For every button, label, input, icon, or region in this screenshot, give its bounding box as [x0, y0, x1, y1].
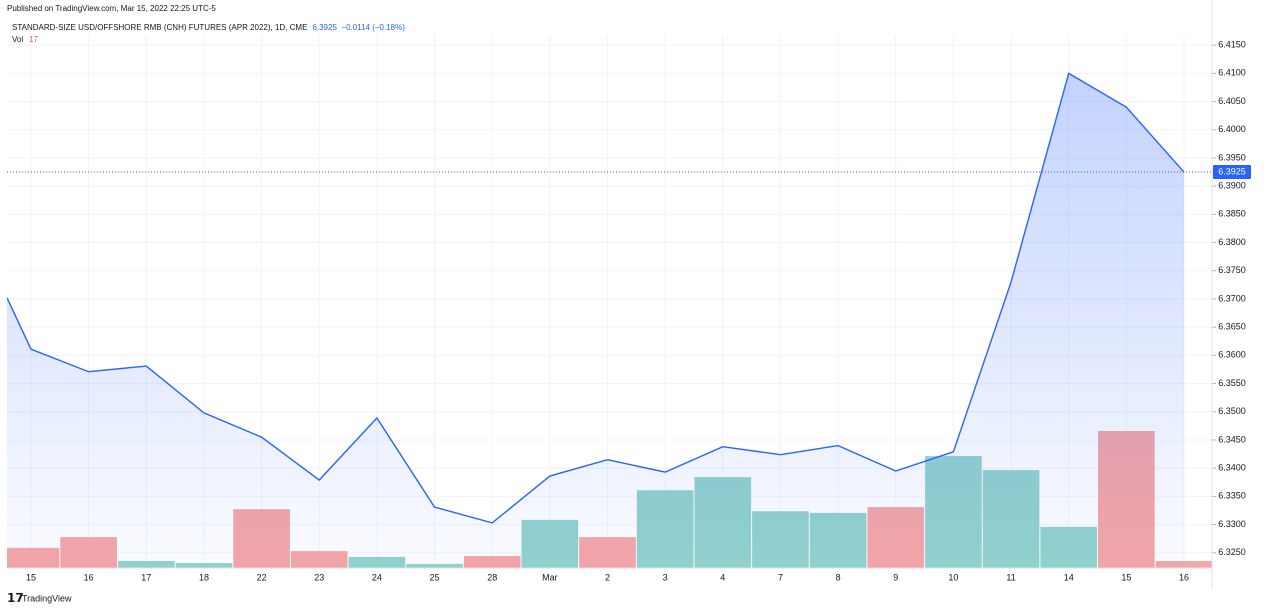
y-tick-label: 6.3700 — [1218, 293, 1246, 303]
x-tick-label: 15 — [26, 572, 36, 582]
x-tick-label: 17 — [141, 572, 151, 582]
x-tick-label: 11 — [1006, 572, 1015, 582]
x-tick-label: 10 — [948, 572, 958, 582]
y-tick-label: 6.4100 — [1218, 68, 1246, 78]
published: Published on TradingView.com, Mar 15, 20… — [7, 4, 216, 13]
x-tick-label: 7 — [778, 572, 783, 582]
price — [7, 72, 1212, 568]
change: −0.0114 (−0.18%) — [341, 23, 405, 32]
x-tick-label: 4 — [720, 572, 725, 582]
x-tick-label: Mar — [542, 572, 558, 582]
axes: 6.3250 6.3300 6.3350 6.3400 6.3450 6.3500 6.35… — [26, 40, 1251, 582]
y-tick-label: 6.3350 — [1218, 491, 1246, 501]
y-tick-label: 6.4050 — [1218, 96, 1246, 106]
y-tick-label: 6.3600 — [1218, 350, 1246, 360]
y-tick-label: 6.3500 — [1218, 406, 1246, 416]
x-tick-label: 23 — [314, 572, 324, 582]
y-tick-label: 6.3300 — [1218, 519, 1246, 529]
svg-text:𝟭𝟳: 𝟭𝟳 — [7, 591, 24, 605]
x-tick-label: 16 — [84, 572, 94, 582]
x-tick-label: 18 — [199, 572, 209, 582]
y-tick-label: 6.3650 — [1218, 322, 1246, 332]
volume-legend: Vol — [12, 35, 23, 44]
x-tick-label: 2 — [605, 572, 610, 582]
y-tick-label: 6.3400 — [1218, 463, 1246, 473]
x-tick-label: 15 — [1121, 572, 1131, 582]
volume-last: 17 — [29, 35, 38, 44]
footer-logo: TradingView — [22, 593, 72, 603]
y-tick-label: 6.4150 — [1218, 40, 1246, 50]
last-price-label: 6.3925 — [1218, 166, 1246, 176]
price-line — [7, 72, 1185, 524]
x-tick-label: 28 — [487, 572, 497, 582]
x-tick-label: 8 — [836, 572, 841, 582]
x-tick-label: 3 — [663, 572, 668, 582]
y-tick-label: 6.3950 — [1218, 152, 1246, 162]
y-tick-label: 6.3850 — [1218, 209, 1246, 219]
x-tick-label: 14 — [1064, 572, 1074, 582]
y-tick-label: 6.3550 — [1218, 378, 1246, 388]
price-area — [7, 73, 1184, 568]
y-tick-label: 6.3800 — [1218, 237, 1246, 247]
last-price: 6.3925 — [312, 23, 337, 32]
last-price-box — [1213, 165, 1251, 180]
x-tick-label: 22 — [257, 572, 267, 582]
chart-title: STANDARD-SIZE USD/OFFSHORE RMB (CNH) FUT… — [12, 23, 307, 32]
x-tick-label: 9 — [893, 572, 898, 582]
y-tick-label: 6.3750 — [1218, 265, 1246, 275]
y-tick-label: 6.3900 — [1218, 181, 1246, 191]
x-tick-label: 16 — [1179, 572, 1189, 582]
y-tick-label: 6.3250 — [1218, 547, 1246, 557]
x-tick-label: 24 — [372, 572, 382, 582]
x-tick-label: 25 — [430, 572, 440, 582]
y-tick-label: 6.4000 — [1218, 124, 1246, 134]
y-tick-label: 6.3450 — [1218, 434, 1246, 444]
